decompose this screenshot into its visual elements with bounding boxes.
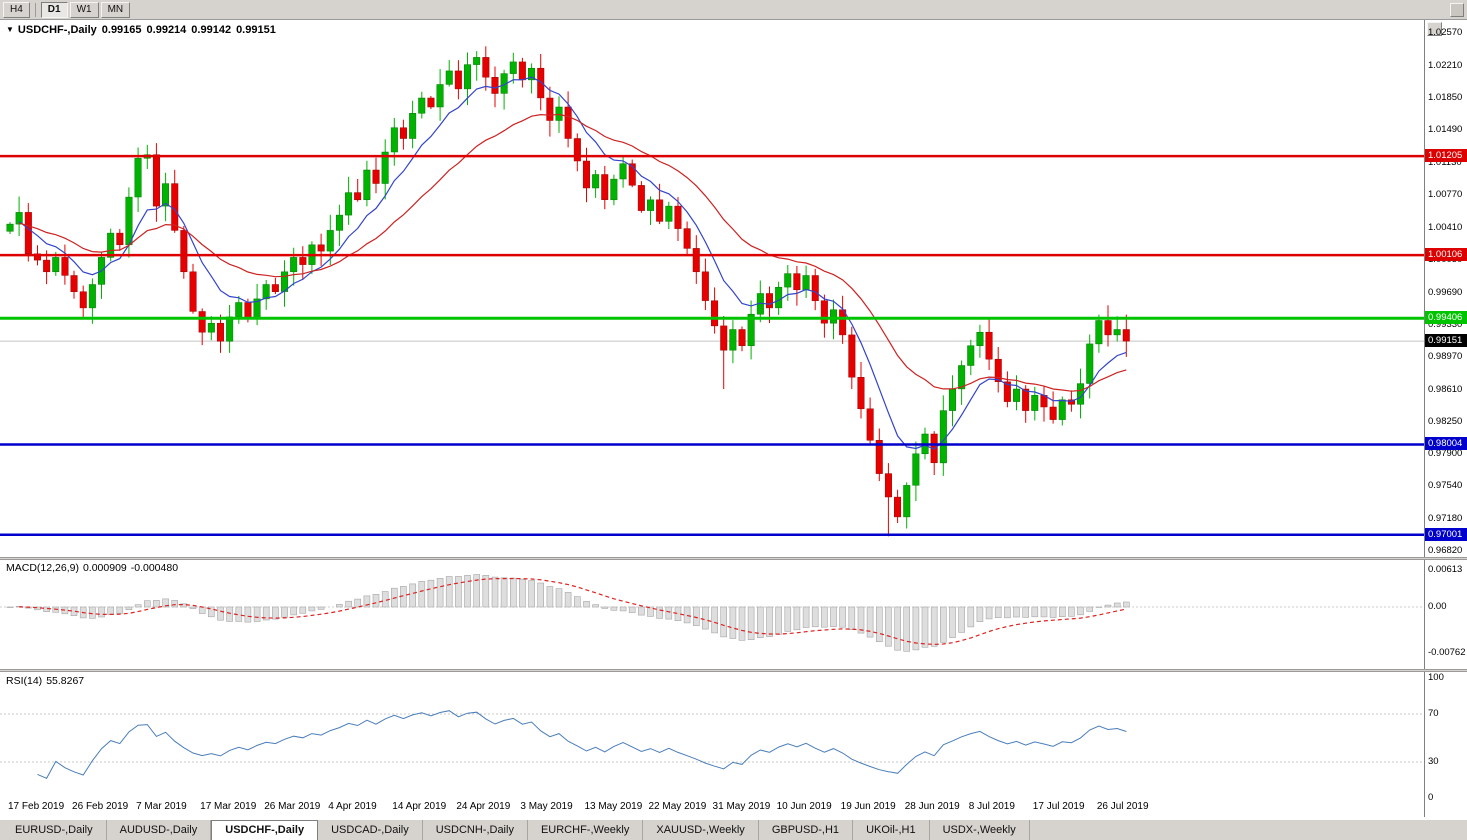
rsi-panel-separator[interactable] [0,669,1467,672]
chart-tab-eurchf[interactable]: EURCHF-,Weekly [528,820,644,840]
date-axis-label: 4 Apr 2019 [328,801,377,812]
date-axis-label: 31 May 2019 [712,801,771,812]
price-axis-label: 1.01850 [1428,91,1463,103]
macd-signal-value: -0.000480 [130,562,179,574]
chart-window[interactable]: ▼ USDCHF-,Daily 0.99165 0.99214 0.99142 0.991… [0,20,1467,819]
rsi-axis-label: 0 [1428,792,1434,803]
macd-name: MACD(12,26,9) [6,562,79,574]
chart-tab-xauusd[interactable]: XAUUSD-,Weekly [643,820,759,840]
price-axis-label: 0.99690 [1428,286,1463,298]
support-line-badge[interactable]: 0.98004 [1425,437,1467,451]
date-axis-label: 26 Jul 2019 [1096,801,1149,812]
price-axis-label: 1.01490 [1428,124,1463,136]
macd-label: MACD(12,26,9) 0.000909 -0.000480 [6,562,182,574]
price-axis-label: 0.96820 [1428,545,1463,557]
date-axis-label: 17 Jul 2019 [1032,801,1085,812]
current-price-badge[interactable]: 0.99151 [1425,334,1467,348]
chart-tab-gbpusd[interactable]: GBPUSD-,H1 [759,820,854,840]
price-axis-label: 0.97540 [1428,480,1463,492]
price-axis-label: 0.98250 [1428,416,1463,428]
date-axis-label: 13 May 2019 [584,801,643,812]
timeframe-toolbar: H4 D1 W1 MN [0,0,1467,20]
date-axis-label: 14 Apr 2019 [392,801,447,812]
date-axis-label: 3 May 2019 [520,801,573,812]
date-axis-label: 8 Jul 2019 [968,801,1015,812]
timeframe-button-h4[interactable]: H4 [3,1,30,18]
symbol-name: USDCHF-,Daily [17,24,97,36]
macd-axis-label: 0.00 [1428,601,1447,612]
date-axis-label: 24 Apr 2019 [456,801,511,812]
date-axis-label: 10 Jun 2019 [776,801,832,812]
price-axis-label: 1.01130 [1428,156,1462,168]
quote-low: 0.99142 [191,24,232,36]
timeframe-button-mn[interactable]: MN [100,1,131,18]
price-axis-label: 0.98970 [1428,351,1463,363]
date-axis-label: 17 Feb 2019 [8,801,65,812]
price-axis-label: 0.97180 [1428,512,1463,524]
chart-tab-usdcnh[interactable]: USDCNH-,Daily [423,820,528,840]
quote-close: 0.99151 [236,24,276,36]
resistance-line-badge[interactable]: 1.00106 [1425,248,1467,262]
macd-axis-label: 0.00613 [1428,564,1463,576]
chart-tab-usdchf[interactable]: USDCHF-,Daily [211,820,319,840]
chart-tab-ukoil[interactable]: UKOil-,H1 [853,820,930,840]
price-axis-label: 1.02570 [1428,27,1463,39]
macd-value: 0.000909 [82,562,127,574]
support-line-badge[interactable]: 0.99406 [1425,311,1467,325]
price-axis-label: 1.02210 [1428,59,1463,71]
axis-corner-button[interactable] [1427,22,1442,36]
price-axis-label: 0.99330 [1428,318,1463,330]
quote-open: 0.99165 [101,24,142,36]
timeframe-button-w1[interactable]: W1 [69,1,99,18]
price-axis-label: 1.00410 [1428,221,1463,233]
chart-tab-usdcad[interactable]: USDCAD-,Daily [318,820,423,840]
date-axis-label: 26 Mar 2019 [264,801,321,812]
price-axis-label: 1.00770 [1428,189,1463,201]
rsi-value: 55.8267 [46,675,85,687]
rsi-axis-label: 100 [1428,672,1444,683]
date-axis-label: 22 May 2019 [648,801,707,812]
rsi-axis-label: 70 [1428,708,1439,719]
date-axis-label: 26 Feb 2019 [72,801,129,812]
rsi-label: RSI(14) 55.8267 [6,675,88,687]
chart-title: ▼ USDCHF-,Daily 0.99165 0.99214 0.99142 0.991… [6,24,276,36]
macd-panel-separator[interactable] [0,557,1467,560]
chart-tab-audusd[interactable]: AUDUSD-,Daily [107,820,212,840]
chart-tab-usdx[interactable]: USDX-,Weekly [930,820,1030,840]
date-axis-label: 7 Mar 2019 [136,801,187,812]
date-axis-label: 19 Jun 2019 [840,801,896,812]
rsi-axis-label: 30 [1428,756,1439,767]
chart-canvas[interactable] [0,20,1467,819]
price-axis-label: 0.97900 [1428,447,1463,459]
date-axis-label: 17 Mar 2019 [200,801,257,812]
symbol-dropdown-icon[interactable]: ▼ [6,25,14,34]
timeframe-button-d1[interactable]: D1 [40,1,68,18]
date-axis-label: 28 Jun 2019 [904,801,960,812]
toolbar-grip [1450,2,1464,17]
rsi-name: RSI(14) [6,675,43,687]
macd-axis-label: -0.00762 [1428,646,1466,658]
chart-tab-eurusd[interactable]: EURUSD-,Daily [2,820,107,840]
toolbar-separator [34,2,36,17]
quote-high: 0.99214 [146,24,187,36]
support-line-badge[interactable]: 0.97001 [1425,527,1467,541]
resistance-line-badge[interactable]: 1.01205 [1425,149,1467,163]
chart-tabs: EURUSD-,Daily AUDUSD-,Daily USDCHF-,Daily U… [0,819,1467,840]
price-axis-label: 0.98610 [1428,383,1463,395]
